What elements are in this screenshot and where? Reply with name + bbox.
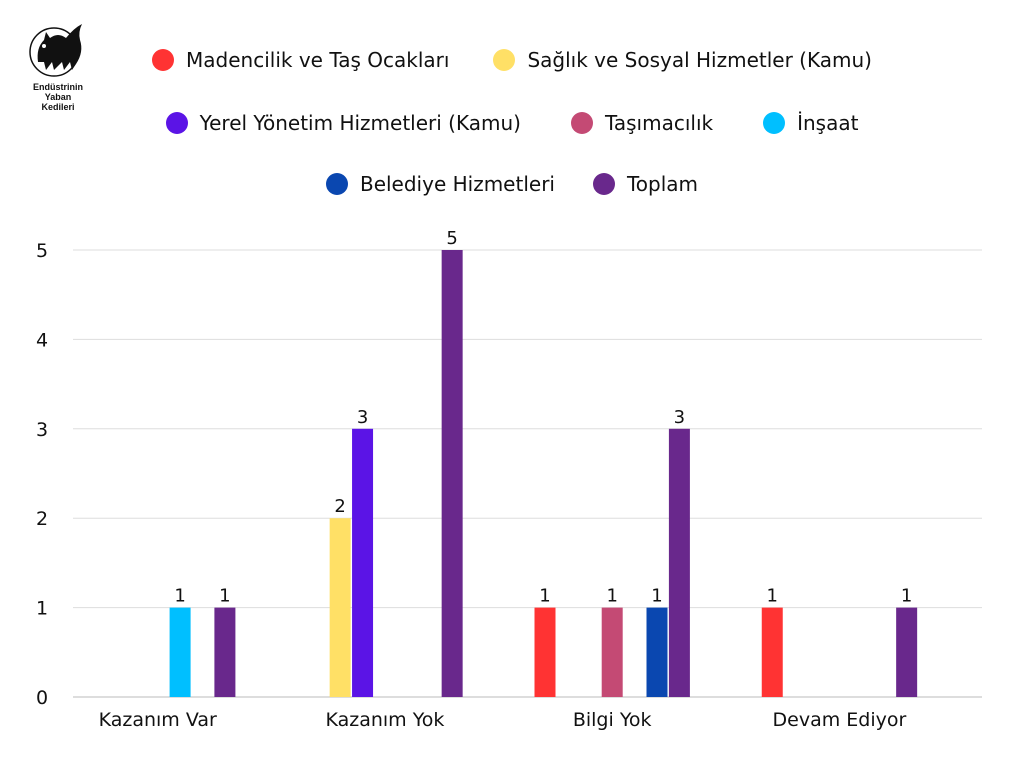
- y-tick-label: 4: [36, 329, 48, 351]
- y-tick-label: 1: [36, 598, 48, 620]
- data-label: 3: [674, 407, 685, 428]
- bar: [441, 250, 463, 697]
- data-label: 1: [606, 586, 617, 607]
- data-label: 1: [767, 586, 778, 607]
- bar: [534, 607, 556, 697]
- bar: [601, 607, 623, 697]
- logo-text-line: Yaban: [44, 92, 72, 102]
- y-tick-label: 0: [36, 687, 48, 709]
- legend-item-yerel-yonetim: Yerel Yönetim Hizmetleri (Kamu): [165, 111, 521, 135]
- legend-row: Belediye Hizmetleri Toplam: [0, 172, 1024, 196]
- bar: [329, 518, 351, 697]
- bar: [668, 428, 690, 697]
- x-tick-label: Devam Ediyor: [773, 709, 907, 731]
- legend-label: Taşımacılık: [604, 111, 714, 135]
- legend-label: Toplam: [626, 172, 699, 196]
- legend-swatch: [325, 173, 348, 195]
- legend-row: Yerel Yönetim Hizmetleri (Kamu) Taşımacı…: [0, 111, 1024, 135]
- legend-item-toplam: Toplam: [592, 172, 699, 196]
- y-tick-label: 5: [36, 240, 48, 262]
- data-label: 1: [539, 586, 550, 607]
- legend-item-tasimacilik: Taşımacılık: [570, 111, 714, 135]
- legend-label: Yerel Yönetim Hizmetleri (Kamu): [199, 111, 521, 135]
- legend-item-belediye: Belediye Hizmetleri: [325, 172, 555, 196]
- legend-label: Belediye Hizmetleri: [359, 172, 555, 196]
- bar: [646, 607, 668, 697]
- x-tick-label: Bilgi Yok: [573, 709, 652, 731]
- x-tick-label: Kazanım Yok: [325, 709, 444, 731]
- data-label: 5: [446, 228, 457, 249]
- legend-swatch: [152, 49, 175, 71]
- x-tick-label: Kazanım Var: [99, 709, 217, 731]
- bar: [761, 607, 783, 697]
- data-label: 1: [174, 586, 185, 607]
- data-label: 1: [901, 586, 912, 607]
- logo-text-line: Kedileri: [41, 102, 75, 112]
- bar: [352, 428, 374, 697]
- legend-item-madencilik: Madencilik ve Taş Ocakları: [152, 48, 449, 72]
- brand-logo: Endüstrinin Yaban Kedileri: [24, 18, 92, 118]
- legend-swatch: [570, 112, 593, 134]
- legend-swatch: [592, 173, 615, 195]
- bar: [896, 607, 918, 697]
- logo-text-line: Endüstrinin: [33, 82, 83, 92]
- black-cat-icon: [29, 24, 82, 77]
- legend-swatch: [165, 112, 188, 134]
- data-label: 1: [651, 586, 662, 607]
- y-tick-label: 3: [36, 419, 48, 441]
- data-label: 1: [219, 586, 230, 607]
- legend-label: İnşaat: [797, 111, 859, 135]
- legend-item-insaat: İnşaat: [763, 111, 858, 135]
- bar: [214, 607, 236, 697]
- data-label: 3: [357, 407, 368, 428]
- legend-row: Madencilik ve Taş Ocakları Sağlık ve Sos…: [0, 48, 1024, 72]
- data-label: 2: [334, 496, 345, 517]
- bar: [169, 607, 191, 697]
- legend-swatch: [763, 112, 786, 134]
- y-tick-label: 2: [36, 508, 48, 530]
- legend-item-saglik: Sağlık ve Sosyal Hizmetler (Kamu): [493, 48, 872, 72]
- legend-label: Madencilik ve Taş Ocakları: [186, 48, 450, 72]
- logo-text: Endüstrinin Yaban Kedileri: [24, 82, 92, 112]
- legend-label: Sağlık ve Sosyal Hizmetler (Kamu): [527, 48, 872, 72]
- legend-swatch: [493, 49, 516, 71]
